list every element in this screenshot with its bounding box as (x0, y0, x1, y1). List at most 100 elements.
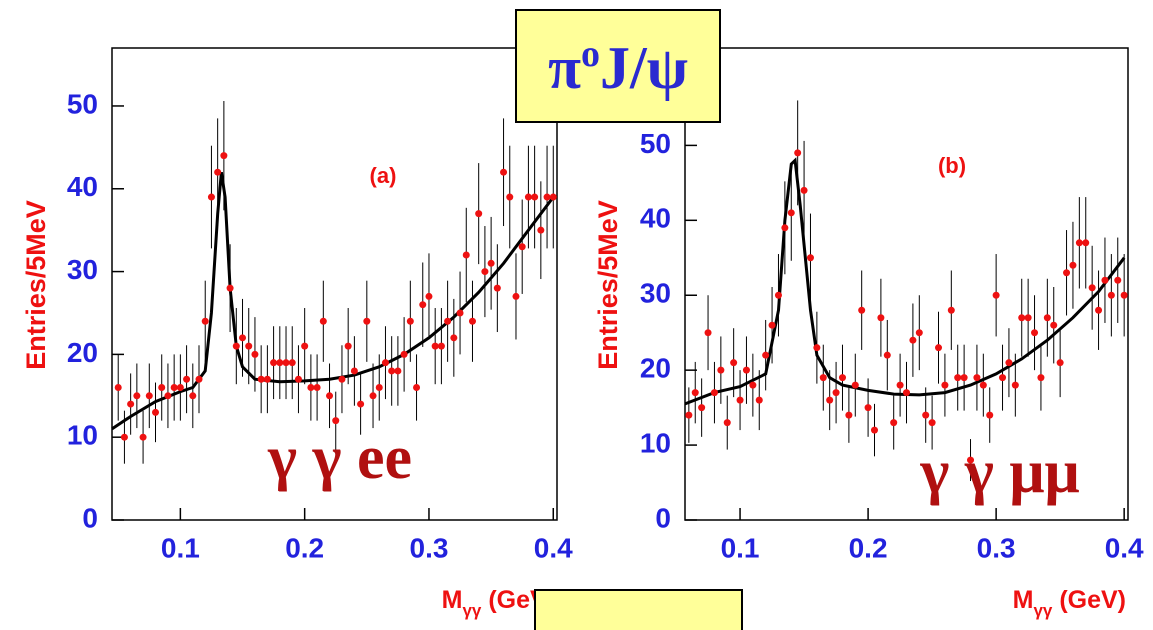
x-tick-label: 0.4 (534, 532, 573, 563)
x-tick-label: 0.3 (977, 532, 1016, 563)
data-point (332, 417, 340, 425)
data-point (257, 375, 265, 383)
data-point (800, 186, 808, 194)
data-point (979, 381, 987, 389)
data-point (512, 292, 520, 300)
data-point (537, 226, 545, 234)
data-point (201, 317, 209, 325)
data-point (406, 317, 414, 325)
data-point (685, 411, 693, 419)
x-label-part: M (1013, 586, 1034, 614)
data-point (774, 291, 782, 299)
y-tick-label: 0 (82, 502, 98, 533)
data-point (207, 193, 215, 201)
data-point (1075, 239, 1083, 247)
data-point (133, 392, 141, 400)
data-point (475, 210, 483, 218)
data-point (195, 375, 203, 383)
data-point (543, 193, 551, 201)
data-point (524, 193, 532, 201)
channel-label: γ γ μμ (919, 438, 1079, 506)
data-point (170, 384, 178, 392)
data-point (375, 384, 383, 392)
data-point (263, 375, 271, 383)
fit-curve (684, 157, 1126, 406)
data-point (858, 306, 866, 314)
data-point (251, 350, 259, 358)
data-point (282, 359, 290, 367)
data-point (468, 317, 476, 325)
data-point (890, 419, 898, 427)
data-point (413, 384, 421, 392)
data-point (992, 291, 1000, 299)
data-point (896, 381, 904, 389)
y-tick-label: 10 (640, 427, 671, 458)
data-point (838, 374, 846, 382)
x-label-sub: γγ (462, 601, 481, 620)
data-point (903, 389, 910, 397)
data-point (176, 384, 184, 392)
data-point (698, 404, 706, 412)
data-point (935, 344, 943, 352)
data-point (1005, 359, 1013, 367)
data-point (1043, 314, 1051, 322)
data-point (749, 381, 757, 389)
data-point (928, 419, 936, 427)
data-point (1082, 239, 1090, 247)
data-point (986, 411, 994, 419)
y-tick-label: 40 (67, 171, 98, 202)
data-point (883, 351, 891, 359)
data-point (947, 306, 955, 314)
title-sup: o (581, 33, 600, 75)
y-tick-label: 10 (67, 420, 98, 451)
title-part: π (548, 35, 581, 101)
x-label-sub: γγ (1033, 601, 1052, 620)
x-label-part: M (442, 586, 463, 614)
data-point (294, 375, 302, 383)
data-point (1011, 381, 1019, 389)
data-point (1107, 291, 1115, 299)
data-point (425, 292, 433, 300)
plot-frame (111, 47, 558, 521)
title-frame (515, 9, 721, 123)
data-point (531, 193, 539, 201)
data-point (394, 367, 402, 375)
data-point (437, 342, 445, 350)
data-point (723, 419, 731, 427)
data-point (1050, 321, 1058, 329)
data-point (794, 149, 802, 157)
data-point (960, 374, 968, 382)
data-point (826, 396, 834, 404)
data-point (145, 392, 153, 400)
y-tick-label: 0 (655, 502, 671, 533)
data-point (1088, 284, 1096, 292)
data-point (787, 209, 795, 217)
data-point (120, 433, 128, 441)
panel: 0 10 20 30 40 50 0.1 0.2 0.3 0.4 Entries/5MeV Mγγ (… (593, 47, 1144, 620)
data-point (189, 392, 197, 400)
bottom-box (534, 589, 743, 630)
data-point (1114, 276, 1122, 284)
y-tick-label: 50 (640, 128, 671, 159)
data-point (239, 334, 247, 342)
data-point (1018, 314, 1026, 322)
data-point (909, 336, 917, 344)
title-box: πoJ/ψ (515, 9, 721, 123)
data-point (710, 389, 718, 397)
panel-label: (a) (370, 163, 397, 188)
data-point (1120, 291, 1128, 299)
data-point (493, 284, 501, 292)
data-point (954, 374, 962, 382)
data-point (232, 342, 240, 350)
data-point (220, 152, 228, 160)
data-point (288, 359, 296, 367)
y-tick-label: 20 (67, 337, 98, 368)
data-point (450, 334, 458, 342)
data-point (326, 392, 334, 400)
data-point (549, 193, 557, 201)
data-point (183, 375, 191, 383)
data-point (431, 342, 439, 350)
data-point (114, 384, 122, 392)
data-point (730, 359, 738, 367)
data-point (518, 243, 526, 251)
